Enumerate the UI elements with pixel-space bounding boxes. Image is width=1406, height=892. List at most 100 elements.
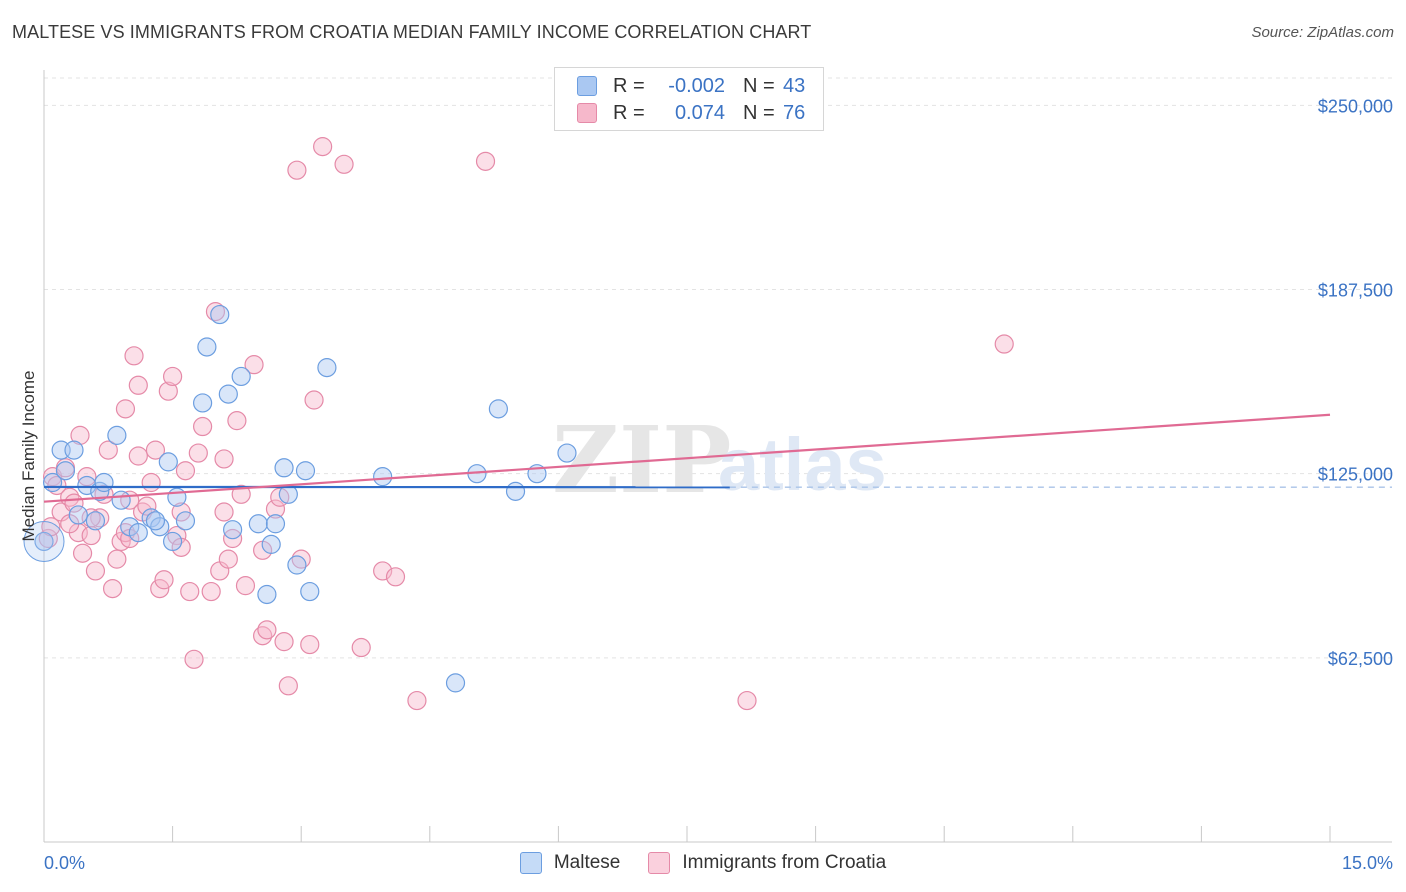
croatia-point [351,637,371,658]
croatia-point [115,399,136,419]
croatia-point [128,375,148,395]
maltese-point [193,393,213,413]
maltese-point [488,399,508,419]
y-tick-label: $125,000 [1318,465,1393,485]
maltese-point [111,490,131,510]
croatia-point [244,355,264,375]
croatia-point [300,634,320,655]
legend-label: Maltese [553,852,621,873]
maltese-point [317,358,337,378]
croatia-point [72,543,93,563]
chart-title: MALTESE VS IMMIGRANTS FROM CROATIA MEDIA… [12,22,812,42]
y-tick-label: $62,500 [1328,649,1393,669]
maltese-point [55,461,76,481]
series-maltese [23,304,577,693]
series-legend: Maltese Immigrants from Croatia [0,852,1406,874]
croatia-point [385,567,406,587]
maltese-point [210,304,230,325]
croatia-point [124,346,144,366]
croatia-point [98,440,118,460]
maltese-point [128,523,148,543]
y-tick-label: $187,500 [1318,281,1393,301]
maltese-point [197,337,217,357]
croatia-point [218,549,238,569]
maltese-point [175,511,196,531]
r-label: R = [613,74,645,97]
maltese-point [557,443,577,463]
legend-item-maltese[interactable]: Maltese [519,852,621,874]
r-label: R = [613,101,645,124]
maltese-point [223,520,243,540]
maltese-point [167,487,187,507]
maltese-point [505,481,526,501]
maltese-point [274,458,294,478]
watermark-zip: ZIP [552,406,731,514]
croatia-trend-line [43,413,1331,503]
watermark-atlas: atlas [718,423,887,506]
croatia-point [158,381,178,401]
maltese-point [265,514,286,534]
maltese-cluster-point [23,520,65,562]
croatia-point [175,461,196,481]
maltese-point [231,366,251,387]
maltese-point [85,511,106,531]
maltese-point [68,505,88,525]
n-label: N = [743,74,775,97]
croatia-point [128,446,148,466]
tick-labels: $62,500 $125,000 $187,500 $250,000 0.0% 15.0% [44,96,1393,873]
croatia-swatch [577,103,597,123]
croatia-point [737,690,757,711]
croatia-legend-swatch [648,852,671,874]
y-tick-label: $250,000 [1318,96,1393,116]
r-value: -0.002 [668,74,725,97]
maltese-point [295,461,316,481]
croatia-point [407,690,427,711]
correlation-legend: R = -0.002 N = 43 R = 0.074 N = 76 [554,67,824,131]
maltese-point [261,534,281,554]
maltese-point [248,514,268,534]
legend-row-croatia: R = 0.074 N = 76 [577,100,805,126]
axes [43,70,1392,843]
legend-row-maltese: R = -0.002 N = 43 [577,73,805,99]
croatia-point [304,390,324,410]
maltese-point [145,511,166,531]
croatia-point [70,425,90,445]
croatia-point [171,502,191,522]
legend-item-croatia[interactable]: Immigrants from Croatia [648,852,886,874]
n-value: 43 [783,74,806,97]
croatia-point [278,676,298,696]
croatia-point [150,578,170,599]
croatia-point [145,440,166,460]
croatia-point [137,496,157,516]
croatia-point [184,649,204,669]
croatia-point [475,151,496,171]
croatia-point [85,561,106,581]
watermark: ZIP atlas [552,406,887,514]
croatia-point [265,499,286,519]
croatia-point [235,576,256,596]
croatia-point [274,632,294,652]
maltese-point [94,472,114,493]
croatia-point [227,411,247,431]
trend-lines [43,413,1392,503]
croatia-point [141,472,161,493]
croatia-point [188,443,208,463]
maltese-point [373,467,393,487]
croatia-point [154,570,174,590]
maltese-point [107,425,127,445]
y-axis-label: Median Family Income [19,370,38,541]
maltese-point [300,581,320,602]
x-tick-label: 0.0% [44,853,85,873]
legend-label: Immigrants from Croatia [682,852,887,873]
maltese-point [158,452,178,472]
croatia-point [214,449,234,469]
maltese-point [445,673,466,693]
croatia-point [313,137,333,157]
croatia-point [180,581,200,602]
croatia-point [107,549,127,569]
r-value: 0.074 [674,101,725,124]
maltese-point [64,440,84,460]
croatia-point [193,416,213,437]
x-tick-label: 15.0% [1342,853,1393,873]
